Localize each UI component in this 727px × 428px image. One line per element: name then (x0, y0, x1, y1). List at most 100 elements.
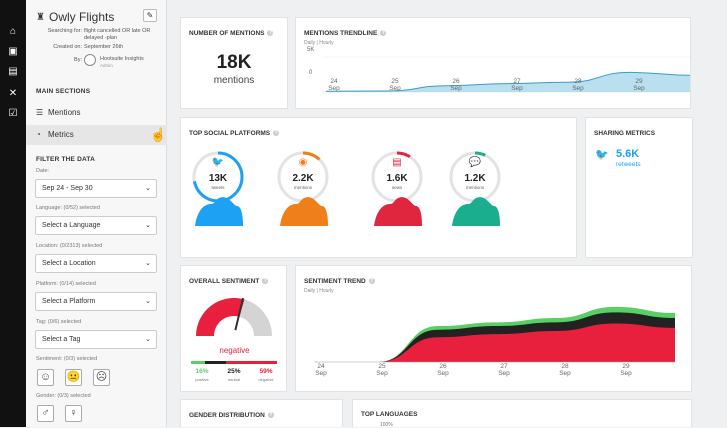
tag-select[interactable]: Select a Tag ⌄ (35, 330, 157, 349)
by-label: By: (74, 57, 82, 63)
gauge-rest-arc (239, 299, 272, 336)
sentiment-label: Sentiment: (0/3) selected (36, 356, 98, 362)
platform-unit: news (391, 185, 403, 190)
card-title-text: MENTIONS TRENDLINE (304, 30, 378, 37)
female-icon[interactable]: ♀ (65, 405, 82, 422)
mentions-value: 18K (216, 52, 252, 73)
owl-icon: ♜ (36, 12, 45, 23)
retweets-value: 5.6K (616, 148, 640, 160)
platform-select-value: Select a Platform (42, 298, 96, 305)
platform-twitter[interactable]: 🐦 13K tweets (189, 148, 247, 228)
platform-silhouette (195, 197, 243, 226)
platform-rss[interactable]: ◉ 2.2K mentions (274, 148, 332, 228)
card-title-text: SENTIMENT TREND (304, 278, 366, 285)
dashboard-icon[interactable]: ▣ (8, 46, 18, 57)
card-title: SENTIMENT TREND? (304, 278, 375, 285)
trendline-tick-month: Sep (389, 85, 401, 92)
negative-pct: 59% (259, 368, 273, 375)
chat-icon: 💬 (468, 157, 482, 168)
sad-face-icon[interactable]: ☹ (93, 369, 110, 386)
y-axis-bottom: 0 (309, 70, 313, 76)
toggle-separator: | (316, 40, 318, 46)
sidebar-item-label: Metrics (48, 130, 74, 139)
created-value: September 26th (84, 44, 124, 50)
languages-top-value: 100% (380, 422, 393, 428)
by-name: Hootsuite Insights (100, 56, 144, 62)
neutral-label: neutral (227, 377, 241, 382)
created-label: Created on: (53, 44, 82, 50)
platform-silhouette (374, 197, 422, 226)
trendline-tick: 24 Sep (326, 78, 342, 92)
info-icon[interactable]: ? (273, 130, 280, 137)
location-select-value: Select a Location (42, 260, 96, 267)
info-icon[interactable]: ? (368, 278, 375, 285)
male-icon[interactable]: ♂ (37, 405, 54, 422)
location-label: Location: (0/2313) selected (36, 243, 103, 249)
positive-pct: 16% (195, 368, 209, 375)
positive-label: positive (195, 377, 209, 382)
card-title: GENDER DISTRIBUTION? (189, 412, 274, 419)
card-title: NUMBER OF MENTIONS? (189, 30, 274, 37)
platform-news[interactable]: ▤ 1.6K news (368, 148, 426, 228)
platforms-card: TOP SOCIAL PLATFORMS? 🐦 13K tweets ◉ 2.2K men… (180, 117, 577, 258)
trendline-tick: 27 Sep (509, 78, 525, 92)
platform-unit: mentions (465, 185, 485, 190)
hourly-toggle[interactable]: Hourly (319, 40, 334, 46)
info-icon[interactable]: ? (380, 30, 387, 37)
date-select[interactable]: Sep 24 - Sep 30 ⌄ (35, 179, 157, 198)
sentiment-trend-card: SENTIMENT TREND? Daily | Hourly 24 Sep 25 S… (295, 265, 692, 392)
tag-select-value: Select a Tag (42, 336, 81, 343)
chevron-down-icon: ⌄ (145, 336, 151, 343)
card-title: TOP LANGUAGES (361, 411, 418, 418)
granularity-toggle: Daily | Hourly (304, 288, 334, 294)
daily-toggle[interactable]: Daily (304, 40, 316, 46)
sentiment-tick-month: Sep (498, 370, 510, 377)
sentiment-tick-day: 28 (561, 363, 569, 370)
sentiment-tick: 24 Sep (313, 363, 329, 377)
sidebar-item-mentions[interactable]: ☰ Mentions (26, 103, 167, 123)
info-icon[interactable]: ? (267, 30, 274, 37)
twitter-icon: 🐦 (211, 157, 225, 168)
mentions-unit: mentions (213, 75, 255, 86)
sentiment-tick: 28 Sep (557, 363, 573, 377)
sentiment-tick-day: 29 (622, 363, 630, 370)
searching-value-1: flight cancelled OR late OR (84, 28, 151, 34)
neutral-face-icon[interactable]: 😐 (65, 369, 82, 386)
platform-ring-fill (449, 151, 501, 203)
sentiment-gauge (196, 297, 272, 336)
tools-icon[interactable]: ✕ (8, 88, 18, 99)
gauge-negative-arc (196, 298, 245, 336)
language-select[interactable]: Select a Language ⌄ (35, 216, 157, 235)
news-icon: ▤ (392, 157, 402, 168)
platform-forum[interactable]: 💬 1.2K mentions (446, 148, 504, 228)
reports-icon[interactable]: ▤ (8, 66, 18, 77)
edit-pencil-icon[interactable]: ✎ (143, 9, 157, 22)
platform-silhouette (280, 197, 328, 226)
trendline-tick-month: Sep (633, 85, 645, 92)
gauge-needle (234, 297, 244, 331)
info-icon[interactable]: ? (267, 412, 274, 419)
sidebar-item-metrics[interactable]: ◔ Metrics ☝ (26, 125, 167, 145)
check-icon[interactable]: ☑ (8, 108, 18, 119)
platform-label: Platform: (0/14) selected (36, 281, 96, 287)
platform-value: 1.6K (386, 173, 408, 184)
info-icon[interactable]: ? (262, 278, 269, 285)
daily-toggle[interactable]: Daily (304, 288, 316, 294)
list-icon: ☰ (36, 108, 44, 117)
happy-face-icon[interactable]: ☺ (37, 369, 54, 386)
gender-label: Gender: (0/3) selected (36, 393, 91, 399)
sentiment-bar-neutral (204, 361, 227, 364)
sentiment-tick-day: 26 (439, 363, 447, 370)
home-icon[interactable]: ⌂ (9, 26, 17, 37)
trendline-tick-month: Sep (511, 85, 523, 92)
platform-value: 2.2K (292, 173, 314, 184)
trendline-line (325, 71, 691, 92)
card-title: MENTIONS TRENDLINE? (304, 30, 387, 37)
tag-label: Tag: (0/6) selected (36, 319, 82, 325)
location-select[interactable]: Select a Location ⌄ (35, 254, 157, 273)
trendline-card: MENTIONS TRENDLINE? Daily | Hourly 5K 0 … (295, 17, 691, 109)
hourly-toggle[interactable]: Hourly (319, 288, 334, 294)
sentiment-tick-day: 24 (317, 363, 325, 370)
trendline-tick: 26 Sep (448, 78, 464, 92)
platform-select[interactable]: Select a Platform ⌄ (35, 292, 157, 311)
